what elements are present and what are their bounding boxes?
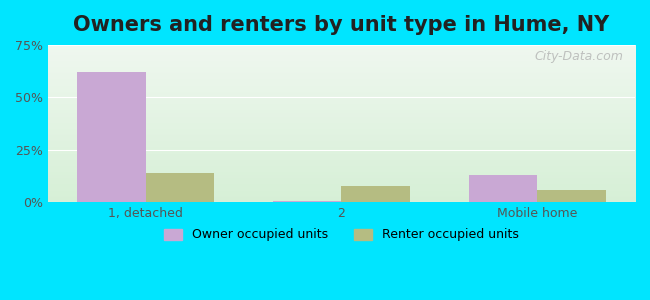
Bar: [146, 173, 214, 202]
Bar: [273, 201, 341, 202]
Legend: Owner occupied units, Renter occupied units: Owner occupied units, Renter occupied un…: [159, 224, 524, 247]
Bar: [537, 190, 606, 202]
Bar: [469, 175, 537, 202]
Title: Owners and renters by unit type in Hume, NY: Owners and renters by unit type in Hume,…: [73, 15, 610, 35]
Bar: [341, 185, 410, 202]
Bar: [77, 72, 146, 202]
Text: City-Data.com: City-Data.com: [534, 50, 623, 63]
